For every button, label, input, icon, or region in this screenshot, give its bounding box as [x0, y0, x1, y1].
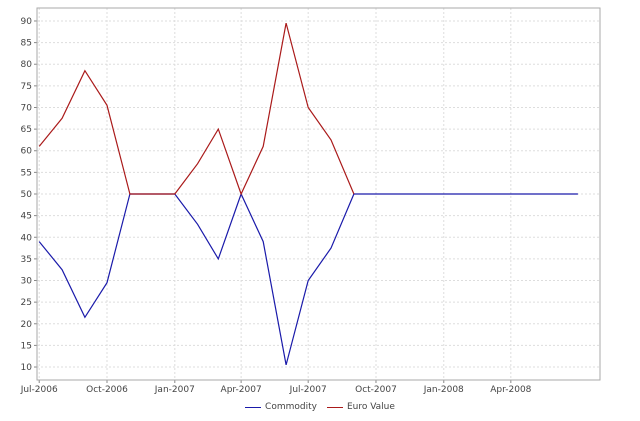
y-tick-label: 90 [21, 17, 33, 27]
y-tick-label: 20 [21, 320, 33, 330]
x-tick-label: Oct-2006 [86, 385, 128, 395]
x-tick-label: Oct-2007 [355, 385, 397, 395]
y-tick-label: 75 [21, 82, 32, 92]
x-tick-label: Jan-2008 [423, 385, 464, 395]
chart-svg: 10 15 20 25 30 35 40 45 50 55 60 65 70 75 80 85 90 Jul-20… [20, 7, 601, 395]
legend-label-euro-value: Euro Value [346, 402, 395, 412]
legend-label-commodity: Commodity [265, 402, 317, 412]
x-tick-label: Jul-2006 [20, 385, 58, 395]
y-tick-label: 50 [21, 190, 33, 200]
legend-item-commodity: Commodity [245, 402, 317, 412]
y-tick-label: 70 [21, 103, 33, 113]
x-tick-label: Jul-2007 [289, 385, 327, 395]
x-tick-label: Apr-2008 [490, 385, 531, 395]
y-tick-label: 40 [21, 233, 33, 243]
y-tick-label: 65 [21, 125, 32, 135]
y-tick-label: 25 [21, 298, 32, 308]
series-line-euro-value [38, 22, 355, 196]
y-tick-label: 35 [21, 255, 32, 265]
y-tick-label: 10 [21, 363, 33, 373]
y-tick-label: 80 [21, 60, 33, 70]
legend-swatch-euro-value [326, 406, 343, 408]
legend-item-euro-value: Euro Value [326, 402, 395, 412]
chart-legend: Commodity Euro Value [0, 400, 640, 414]
y-tick-label: 15 [21, 341, 32, 351]
y-tick-label: 55 [21, 168, 32, 178]
x-tick-label: Apr-2007 [221, 385, 262, 395]
plot-border [36, 7, 601, 381]
x-tick-label: Jan-2007 [154, 385, 195, 395]
y-tick-label: 30 [21, 277, 33, 287]
y-tick-label: 85 [21, 39, 32, 49]
y-tick-label: 60 [21, 147, 33, 157]
legend-swatch-commodity [245, 406, 262, 408]
y-tick-label: 45 [21, 212, 32, 222]
